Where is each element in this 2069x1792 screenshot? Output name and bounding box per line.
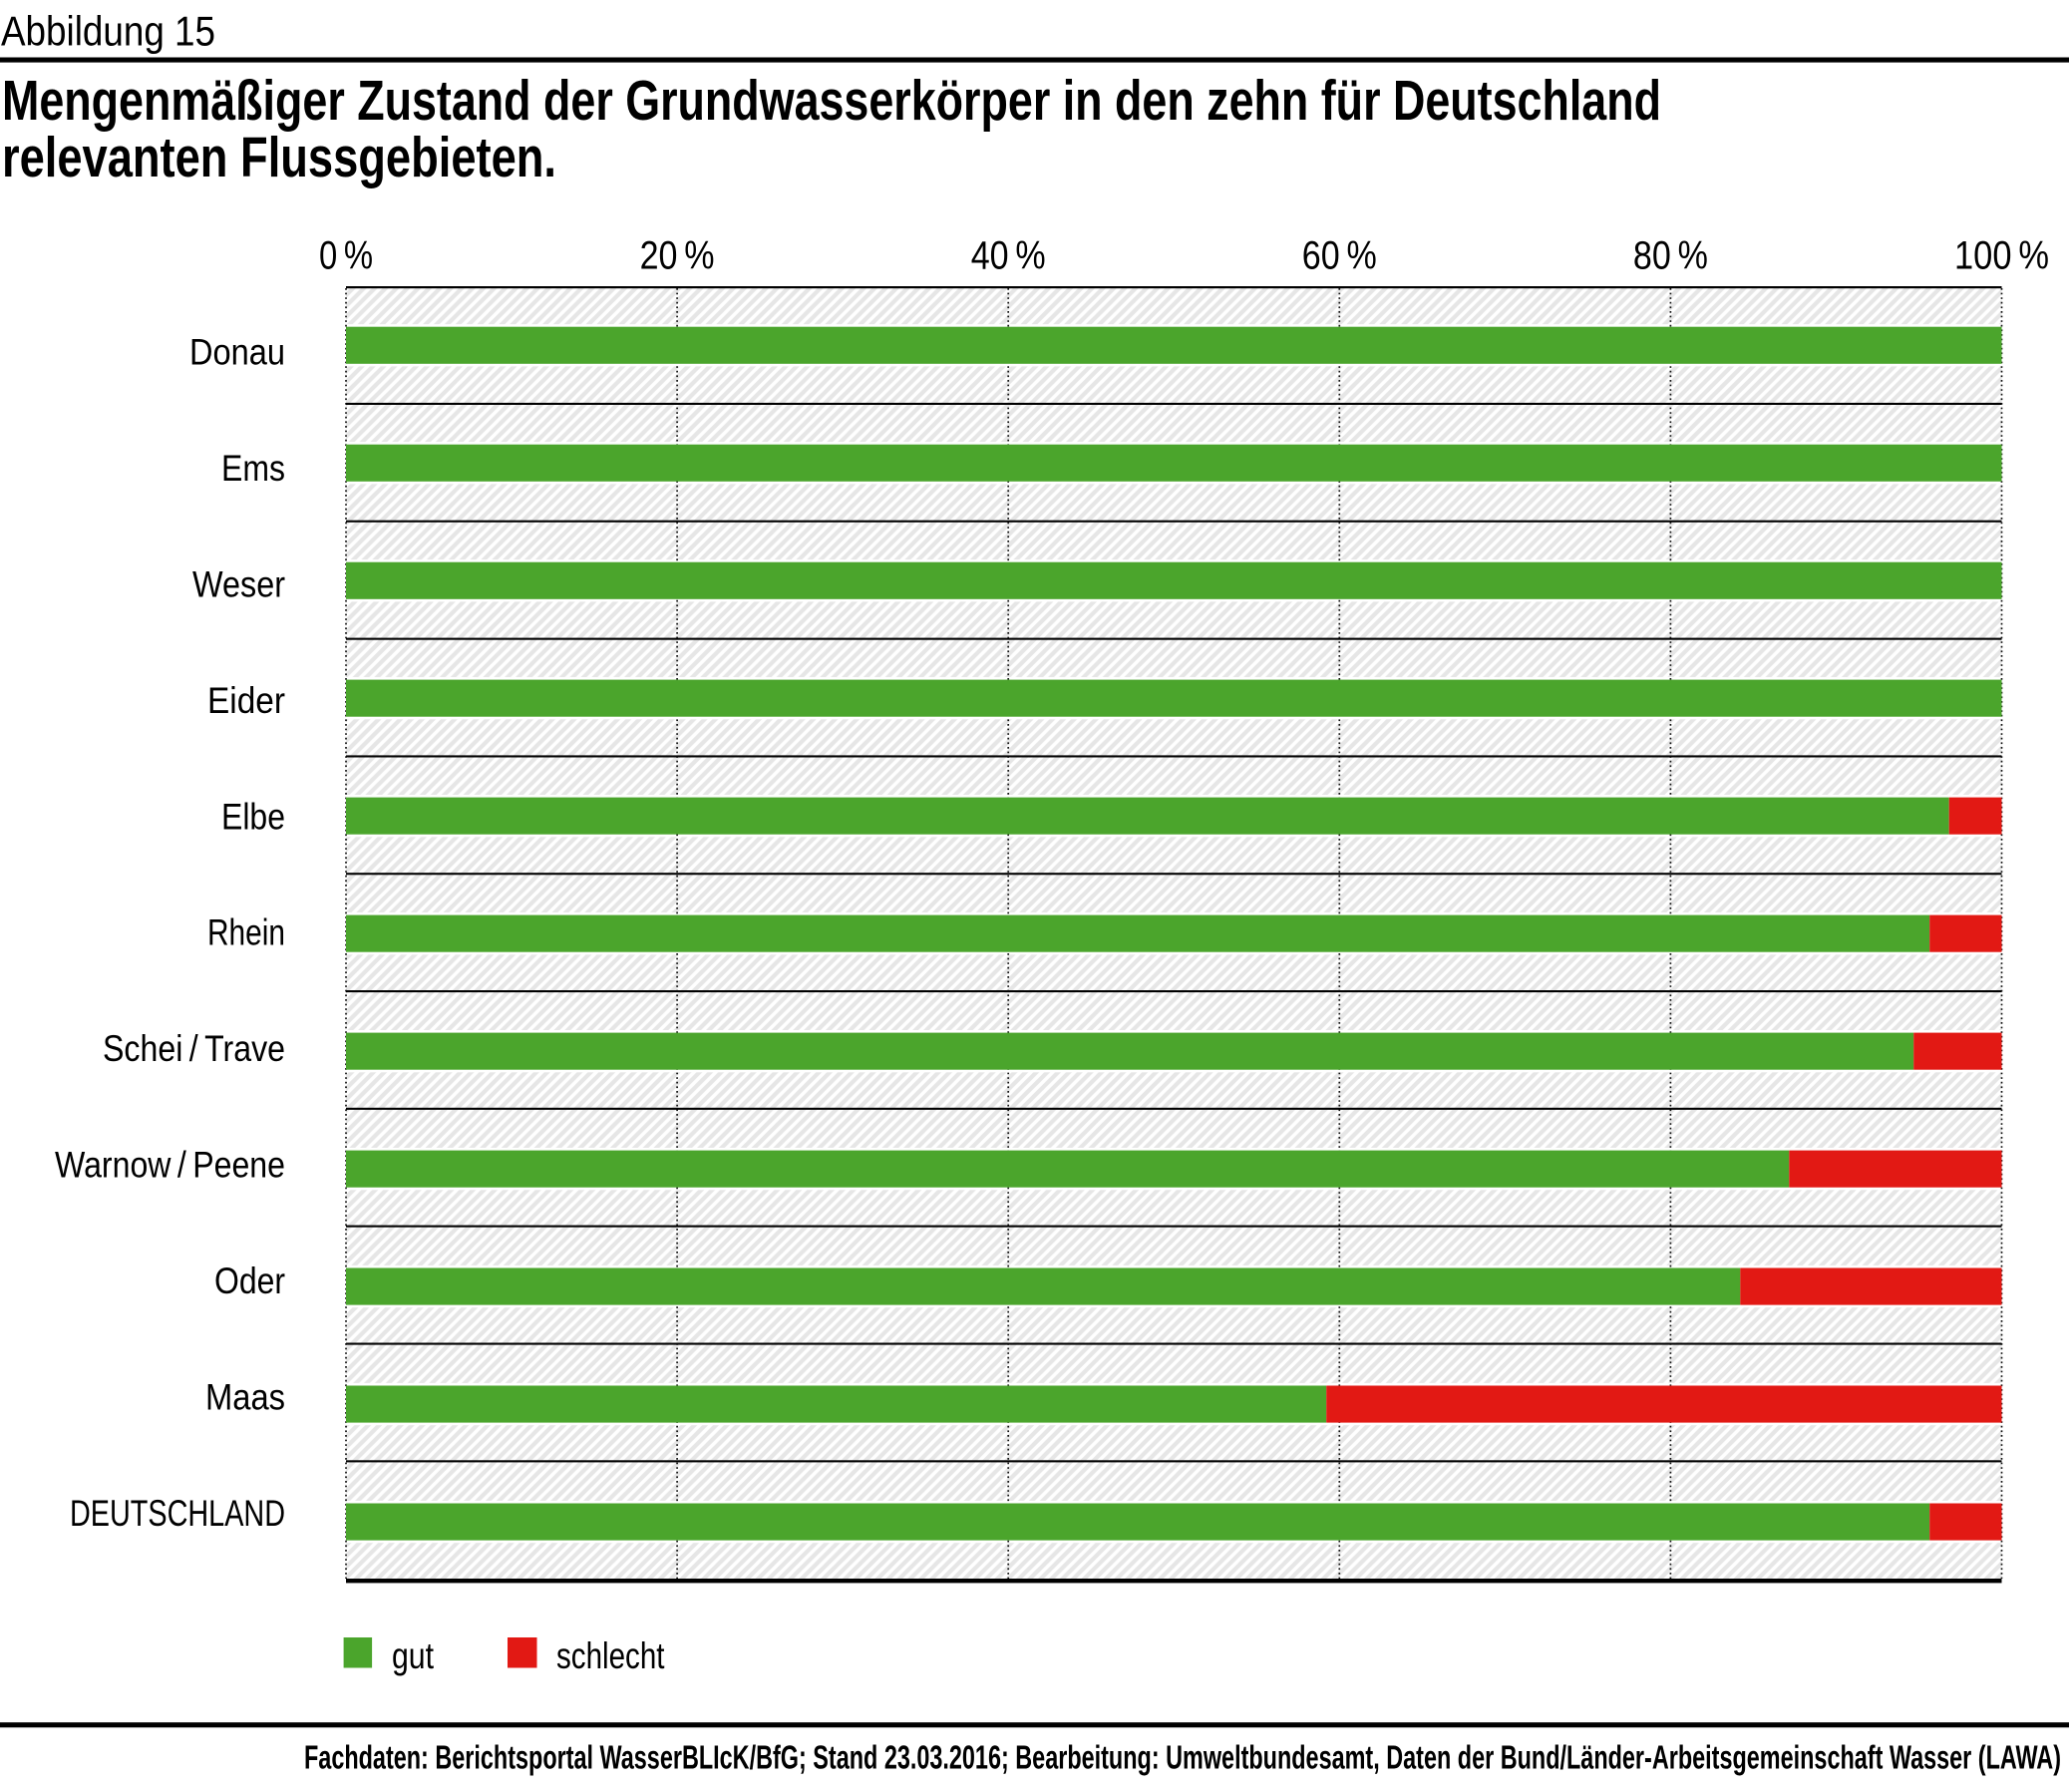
- svg-text:100 %: 100 %: [1954, 234, 2049, 278]
- svg-text:schlecht: schlecht: [556, 1635, 665, 1676]
- svg-text:Elbe: Elbe: [221, 796, 285, 837]
- svg-text:Warnow / Peene: Warnow / Peene: [55, 1145, 285, 1186]
- svg-text:Donau: Donau: [189, 332, 285, 373]
- svg-text:80 %: 80 %: [1633, 234, 1708, 278]
- svg-text:DEUTSCHLAND: DEUTSCHLAND: [70, 1493, 285, 1534]
- svg-text:Schei / Trave: Schei / Trave: [103, 1028, 285, 1069]
- svg-text:Eider: Eider: [207, 680, 285, 721]
- svg-text:Rhein: Rhein: [207, 912, 285, 953]
- svg-text:Mengenmäßiger Zustand der Grun: Mengenmäßiger Zustand der Grundwasserkör…: [2, 69, 1661, 133]
- svg-text:gut: gut: [392, 1635, 435, 1676]
- svg-text:40 %: 40 %: [971, 234, 1046, 278]
- svg-text:Ems: Ems: [221, 448, 285, 489]
- svg-text:Weser: Weser: [192, 563, 285, 604]
- svg-text:20 %: 20 %: [640, 234, 715, 278]
- svg-text:60 %: 60 %: [1302, 234, 1377, 278]
- svg-text:Fachdaten: Berichtsportal Wass: Fachdaten: Berichtsportal WasserBLIcK/Bf…: [304, 1739, 2061, 1776]
- svg-text:relevanten Flussgebieten.: relevanten Flussgebieten.: [2, 126, 556, 189]
- svg-text:0 %: 0 %: [319, 234, 373, 278]
- svg-text:Oder: Oder: [214, 1260, 285, 1301]
- svg-text:Abbildung 15: Abbildung 15: [1, 8, 215, 55]
- svg-text:Maas: Maas: [205, 1377, 285, 1418]
